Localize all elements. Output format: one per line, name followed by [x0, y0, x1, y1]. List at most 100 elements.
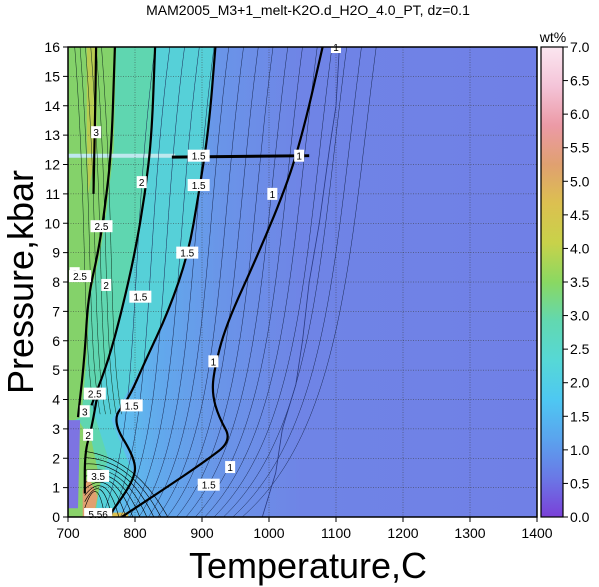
colorbar-tick-label: 0.5 [570, 475, 590, 491]
plot-area: 111111.51.51.51.51.51.522222.52.52.5333.… [67, 41, 538, 521]
x-tick-label: 1100 [321, 525, 351, 541]
dense-isoline [84, 463, 155, 517]
contour-label-box [79, 405, 90, 418]
colorbar-tick-label: 6.5 [570, 73, 590, 89]
colorbar-unit-label: wt% [539, 29, 566, 45]
thin-isoline [110, 47, 171, 517]
contour-label-box [129, 290, 152, 303]
thin-isoline-left [95, 47, 117, 415]
thin-isoline [138, 47, 215, 517]
y-tick-label: 2 [52, 450, 60, 466]
colorbar-tick-label: 1.0 [570, 442, 590, 458]
colorbar-tick-label: 6.0 [570, 106, 590, 122]
y-tick-label: 3 [52, 421, 60, 437]
colorbar-ticks: 0.0 0.5 1.0 1.5 2.0 2.5 3.0 3.5 4.0 4.5 5.0 5.5 6.0 6… [563, 39, 590, 525]
contour-label-box [176, 246, 199, 259]
contour-label-box [208, 355, 219, 368]
contour-label: 2.5 [95, 222, 109, 233]
x-tick-label: 1300 [454, 525, 485, 541]
thin-isoline-left [79, 47, 101, 415]
contour-label: 1 [270, 190, 276, 201]
colorbar-tick-label: 7.0 [570, 39, 590, 55]
contour-label-box [294, 149, 305, 162]
y-tick-label: 5 [52, 362, 60, 378]
field-band-purple-patch [68, 420, 81, 509]
colorbar-tick-label: 5.0 [570, 173, 590, 189]
y-tick-label: 4 [52, 392, 60, 408]
y-tick-label: 7 [52, 303, 60, 319]
y-tick-label: 6 [52, 333, 60, 349]
contour-label-box [136, 176, 147, 189]
y-tick-label: 15 [44, 68, 60, 84]
contour-label: 1.5 [192, 181, 206, 192]
thin-isoline [242, 47, 377, 517]
y-tick-label: 9 [52, 245, 60, 261]
contour-label: 2.5 [88, 390, 102, 401]
colorbar-tick-label: 3.5 [570, 274, 590, 290]
thin-isoline [101, 47, 156, 517]
thin-isoline [166, 47, 259, 517]
colorbar-tick-label: 5.5 [570, 140, 590, 156]
contour-label-box [225, 461, 236, 474]
thin-isoline [195, 47, 303, 517]
y-tick-label: 16 [44, 39, 60, 55]
thin-isoline [223, 47, 347, 517]
thin-isoline [204, 47, 318, 517]
contour-label-box [91, 126, 102, 139]
contour-label: 3.5 [91, 472, 105, 483]
thin-isoline [157, 47, 244, 517]
x-axis: 700 800 900 1000 1100 1200 1300 1400 [56, 517, 553, 541]
y-tick-label: 8 [52, 274, 60, 290]
bold-contour-3 [83, 390, 100, 494]
bold-contour-2-5 [76, 47, 116, 418]
contour-label: 2.5 [73, 272, 87, 283]
contour-label-box [187, 179, 210, 192]
y-tick-label: 14 [44, 98, 60, 114]
colorbar-tick-label: 2.0 [570, 375, 590, 391]
thin-isoline [176, 47, 274, 517]
y-tick-label: 12 [44, 157, 60, 173]
y-axis-title: Pressure,kbar [0, 170, 41, 394]
thin-isoline [213, 47, 333, 517]
colorbar: 0.0 0.5 1.0 1.5 2.0 2.5 3.0 3.5 4.0 4.5 5.0 5.5 6.0 6… [539, 29, 590, 525]
dense-isoline [84, 485, 120, 517]
contour-label: 2 [103, 281, 109, 292]
contour-label: 3 [82, 407, 88, 418]
grid-layer [68, 47, 537, 517]
contour-label-box [267, 187, 278, 200]
y-tick-label: 0 [52, 509, 60, 525]
contour-label: 2 [139, 178, 145, 189]
y-tick-label: 1 [52, 480, 60, 496]
chart-title: MAM2005_M3+1_melt-K2O.d_H2O_4.0_PT, dz=0… [146, 2, 470, 18]
x-tick-label: 700 [56, 525, 80, 541]
contour-label: 1.5 [133, 293, 147, 304]
contour-label-box [83, 387, 106, 400]
contour-label-box [69, 270, 92, 283]
thin-isoline [232, 47, 362, 517]
x-tick-label: 1200 [387, 525, 418, 541]
contour-label: 1.5 [192, 152, 206, 163]
colorbar-tick-label: 4.0 [570, 240, 590, 256]
bold-contour-3 [92, 47, 98, 194]
contour-label-box [90, 220, 113, 233]
thin-boundary-line [261, 47, 340, 517]
colorbar-tick-label: 3.0 [570, 308, 590, 324]
dense-isoline [84, 451, 169, 517]
contour-label: 1.5 [180, 249, 194, 260]
contour-label: 1 [211, 357, 217, 368]
colorbar-tick-label: 4.5 [570, 207, 590, 223]
bold-contour-2 [90, 47, 157, 406]
colorbar-tick-label: 1.5 [570, 408, 590, 424]
thin-isoline [129, 47, 200, 517]
contour-label-box [197, 478, 220, 491]
contour-label: 1 [333, 43, 339, 54]
contour-label: 2 [85, 431, 91, 442]
contour-label: 5.56 [88, 510, 108, 521]
contour-label-box [87, 469, 110, 482]
contour-layer [74, 47, 377, 517]
contour-label-box [120, 399, 143, 412]
x-tick-label: 1000 [253, 525, 284, 541]
bold-contour-1-5 [107, 47, 217, 517]
colorbar-bar [540, 46, 564, 518]
